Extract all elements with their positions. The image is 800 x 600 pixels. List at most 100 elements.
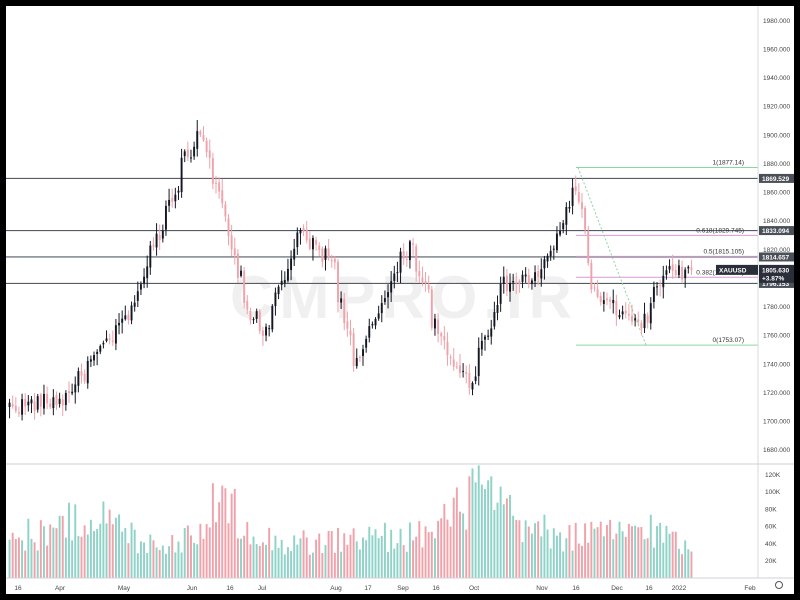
volume-bar	[387, 552, 390, 578]
volume-bar	[202, 538, 205, 578]
volume-bar	[68, 502, 70, 578]
candle	[33, 393, 36, 420]
candle	[190, 149, 192, 163]
volume-bar	[318, 533, 321, 578]
volume-bar	[46, 545, 49, 578]
candle	[634, 314, 637, 327]
volume-bar	[205, 524, 208, 578]
symbol-label: XAUUSD	[719, 267, 747, 274]
volume-bar	[324, 545, 327, 578]
volume-bar	[299, 538, 302, 578]
candle	[333, 255, 336, 270]
volume-tick-label: 20K	[765, 558, 777, 565]
candle	[52, 389, 55, 416]
volume-bar	[474, 482, 477, 578]
volume-bar	[343, 533, 346, 578]
candle	[346, 311, 349, 337]
candle	[530, 278, 533, 290]
volume-bar	[130, 522, 133, 578]
candle	[280, 270, 283, 291]
candle	[305, 220, 308, 244]
volume-bar	[677, 548, 680, 578]
horizontal-lines[interactable]	[6, 177, 758, 284]
candle	[668, 259, 671, 274]
candle	[24, 393, 27, 416]
candle	[430, 286, 433, 331]
candle	[659, 279, 662, 297]
candle	[380, 295, 383, 323]
volume-bar	[190, 535, 192, 578]
candle	[421, 266, 424, 287]
candle	[114, 318, 117, 351]
candle	[449, 354, 452, 366]
candle	[17, 406, 20, 418]
volume-bar	[415, 536, 418, 578]
volume-bar	[430, 531, 433, 578]
volume-bar	[152, 540, 155, 578]
volume-bar	[465, 529, 468, 578]
candle	[74, 376, 77, 404]
candle	[656, 282, 658, 296]
volume-bar	[383, 522, 386, 578]
candle	[612, 289, 615, 314]
volume-bar	[662, 542, 665, 578]
candle	[243, 267, 246, 309]
volume-bar	[114, 517, 117, 578]
volume-bar	[64, 537, 67, 578]
volume-bar	[261, 542, 264, 578]
volume-bar	[36, 550, 39, 578]
volume-bar	[105, 523, 108, 578]
volume-bar	[315, 539, 318, 578]
candle	[211, 152, 214, 190]
candle	[646, 312, 649, 329]
volume-bar	[433, 538, 436, 578]
volume-bar	[427, 532, 430, 578]
candle	[105, 330, 108, 343]
volume-bar	[412, 540, 415, 578]
candle	[139, 281, 142, 296]
volume-bar	[452, 497, 455, 578]
candle	[512, 273, 515, 291]
price-labels: 1869.529 1833.094 1814.657 1796.153 XAUUSD 18…	[716, 173, 794, 288]
candle	[286, 258, 289, 283]
candle	[371, 321, 374, 329]
svg-text:1805.630: 1805.630	[762, 267, 789, 274]
candle	[377, 305, 380, 321]
fibonacci-retracement[interactable]: 1(1877.14)0.618(1829.745)0.5(1815.105)0.…	[576, 160, 758, 346]
candle	[580, 192, 583, 218]
candle	[224, 200, 227, 222]
candle	[246, 295, 249, 315]
volume-bar	[681, 554, 684, 578]
candle	[615, 294, 618, 327]
volume-bar	[646, 538, 649, 578]
volume-bar	[637, 527, 640, 578]
volume-bar	[502, 504, 505, 578]
volume-bar	[468, 476, 471, 578]
candle	[487, 329, 490, 341]
candle	[415, 243, 418, 282]
volume-bar	[265, 544, 268, 578]
volume-bar	[665, 525, 668, 578]
candle	[89, 355, 92, 368]
volume-bar	[236, 538, 239, 578]
candle	[509, 273, 511, 302]
volume-bar	[584, 523, 587, 578]
candle	[490, 319, 493, 345]
candle	[609, 296, 612, 310]
price-chart[interactable]: CMPRO.IR 1(1877.14)0.618(1829.745)0.5(18…	[6, 6, 794, 594]
volume-bar	[509, 494, 511, 578]
volume-bar	[139, 541, 142, 578]
candle	[164, 200, 167, 236]
candle	[587, 225, 590, 266]
candle	[590, 259, 593, 294]
volume-bars	[8, 465, 693, 578]
volume-bar	[33, 542, 36, 578]
settings-icon[interactable]	[775, 581, 783, 589]
volume-bar	[221, 485, 224, 578]
candle	[86, 356, 89, 389]
volume-bar	[424, 526, 427, 578]
volume-bar	[77, 536, 80, 578]
candle	[218, 177, 221, 199]
candle	[499, 276, 502, 312]
candle	[452, 347, 455, 371]
